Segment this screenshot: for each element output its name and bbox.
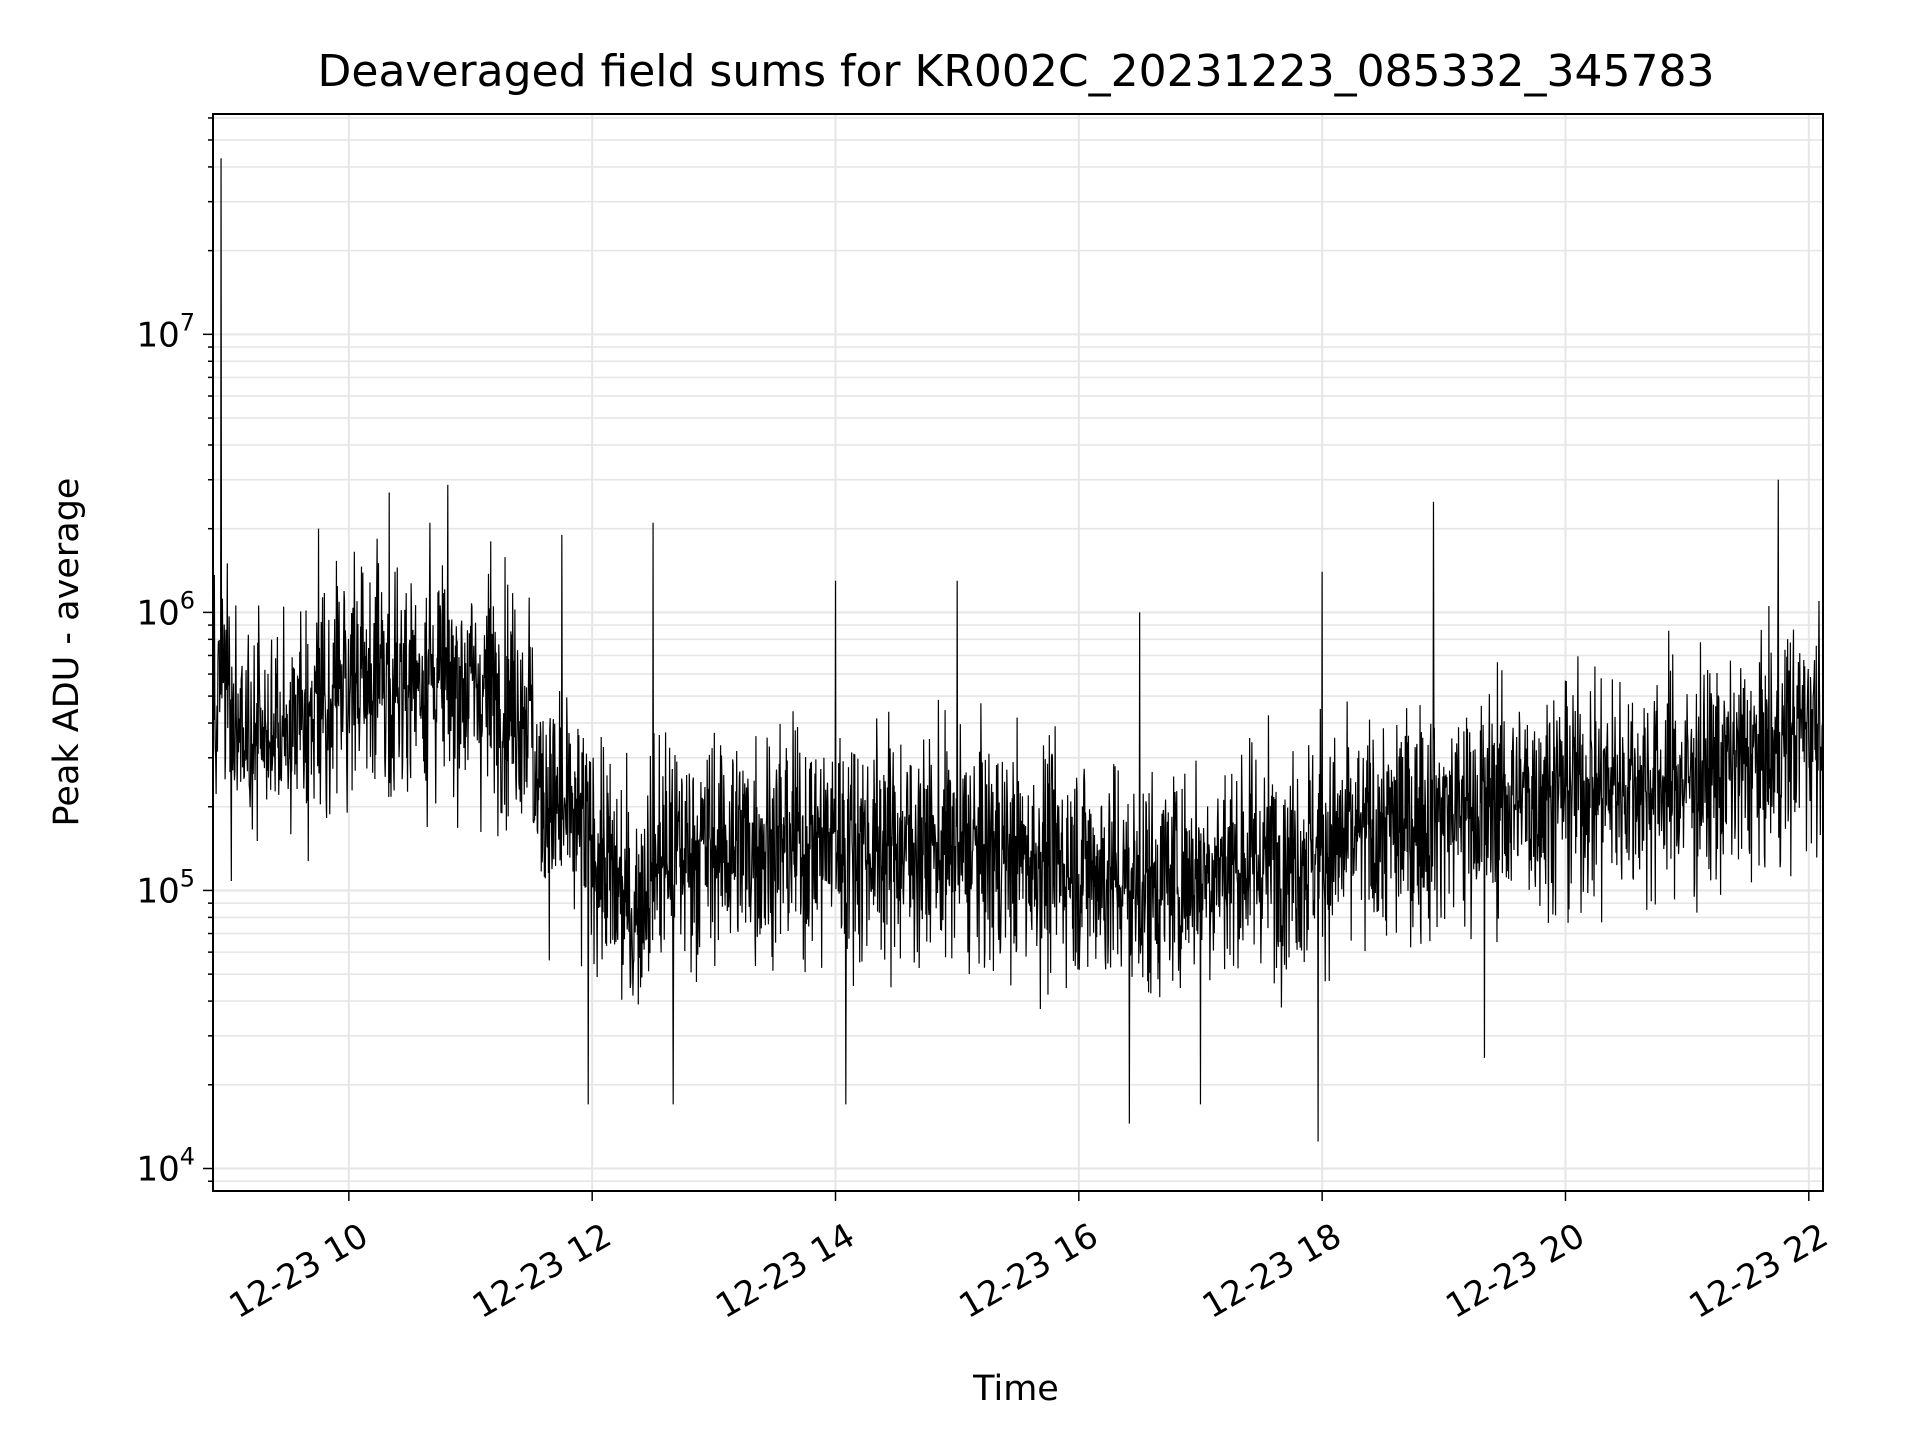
series-line	[212, 158, 1824, 1142]
grid	[213, 114, 1823, 1191]
y-tick-label: 104	[136, 1142, 195, 1189]
y-tick-label: 107	[136, 308, 195, 355]
chart-title: Deaveraged field sums for KR002C_2023122…	[318, 46, 1715, 97]
x-axis-label: Time	[972, 1369, 1059, 1409]
plot-area	[212, 158, 1824, 1142]
plot-frame	[212, 113, 1824, 1192]
y-axis-label: Peak ADU - average	[47, 478, 87, 827]
y-tick-label: 106	[136, 586, 195, 633]
y-tick-label: 105	[136, 864, 195, 911]
